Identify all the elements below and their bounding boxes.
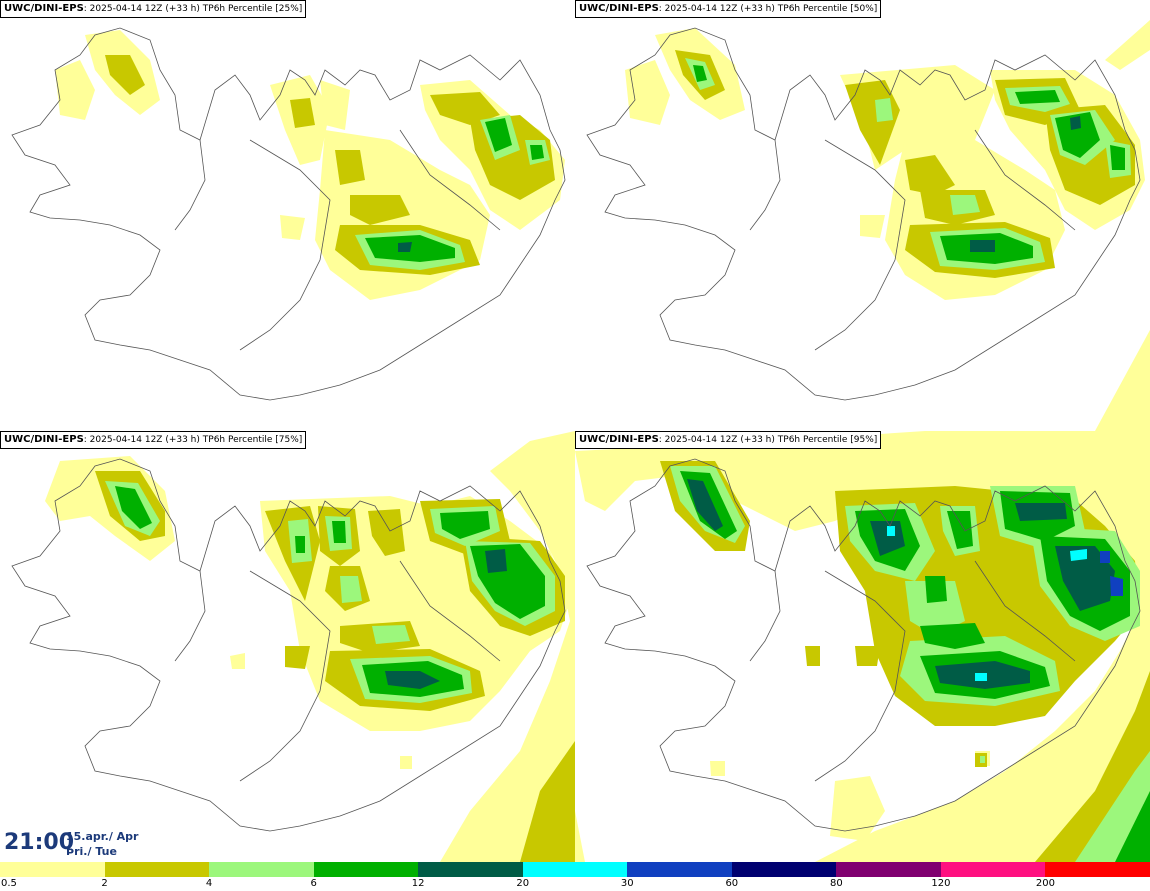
legend-swatch — [0, 862, 106, 877]
valid-weekday: Þri./ Tue — [66, 845, 117, 858]
legend-swatch — [836, 862, 942, 877]
legend-swatch — [313, 862, 420, 877]
legend-label: 60 — [725, 878, 739, 889]
legend-swatch — [522, 862, 629, 877]
coastline — [586, 27, 1141, 401]
legend-label: 12 — [411, 878, 425, 889]
map-panel-p75: UWC/DINI-EPS: 2025-04-14 12Z (+33 h) TP6… — [0, 431, 575, 862]
legend-label: 4 — [205, 878, 213, 889]
panel-title: UWC/DINI-EPS: 2025-04-14 12Z (+33 h) TP6… — [575, 0, 882, 18]
legend-swatch — [209, 862, 315, 877]
legend-swatch — [1045, 862, 1150, 877]
valid-time-box: 21:00 15.apr./ Apr Þri./ Tue — [0, 824, 140, 862]
map-panel-p25: UWC/DINI-EPS: 2025-04-14 12Z (+33 h) TP6… — [0, 0, 575, 431]
color-scale-legend: 0.5 2 4 6 12 20 30 60 80 120 200 — [0, 862, 1150, 891]
legend-swatch — [627, 862, 733, 877]
precip-fill-level5 — [970, 116, 1081, 252]
precip-fill-level4 — [115, 486, 545, 697]
legend-swatch — [940, 862, 1047, 877]
precip-fill-level7 — [1100, 551, 1123, 596]
precip-fill-level6 — [887, 526, 1087, 681]
map-panel-p50: UWC/DINI-EPS: 2025-04-14 12Z (+33 h) TP6… — [575, 0, 1150, 431]
coastline — [11, 27, 566, 401]
legend-label: 0.5 — [1, 878, 17, 889]
legend-label: 80 — [829, 878, 843, 889]
valid-time: 21:00 — [4, 830, 75, 855]
panel-title: UWC/DINI-EPS: 2025-04-14 12Z (+33 h) TP6… — [0, 0, 307, 18]
legend-label: 30 — [620, 878, 634, 889]
legend-label: 20 — [516, 878, 530, 889]
map-panel-p95: UWC/DINI-EPS: 2025-04-14 12Z (+33 h) TP6… — [575, 431, 1150, 862]
panel-title: UWC/DINI-EPS: 2025-04-14 12Z (+33 h) TP6… — [575, 431, 882, 449]
legend-label: 2 — [101, 878, 108, 889]
legend-label: 6 — [310, 878, 317, 889]
legend-label: 200 — [1035, 878, 1055, 889]
precipitation-map — [11, 431, 575, 862]
panel-title: UWC/DINI-EPS: 2025-04-14 12Z (+33 h) TP6… — [0, 431, 307, 449]
valid-date: 15.apr./ Apr — [66, 830, 139, 843]
legend-label: 120 — [931, 878, 951, 889]
legend-swatch — [104, 862, 211, 877]
precipitation-map — [575, 431, 1150, 862]
precip-fill-level5 — [385, 549, 507, 689]
precipitation-map — [586, 20, 1150, 431]
legend-swatch — [731, 862, 838, 877]
coastline — [11, 458, 566, 832]
precip-fill-level5 — [398, 242, 412, 252]
legend-swatch — [418, 862, 524, 877]
precipitation-map — [11, 27, 566, 401]
coastline — [586, 458, 1141, 832]
